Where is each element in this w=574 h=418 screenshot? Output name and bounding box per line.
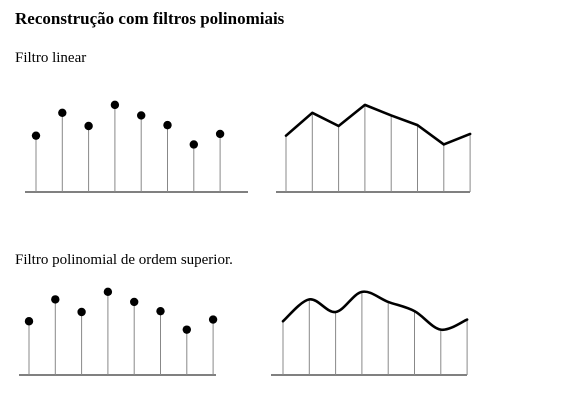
linear-sample-stems	[25, 100, 248, 193]
page-title: Reconstrução com filtros polinomiais	[15, 9, 285, 28]
sample-dot	[84, 121, 93, 131]
polynomial-filter-label: Filtro polinomial de ordem superior.	[15, 252, 233, 268]
sample-dot	[31, 131, 41, 140]
sample-dot	[156, 306, 165, 316]
polynomial-reconstruction-plot	[271, 290, 469, 376]
sample-dot	[163, 120, 172, 130]
linear-filter-label: Filtro linear	[15, 50, 87, 66]
sample-dot	[182, 325, 191, 334]
linear-filter-row	[25, 100, 472, 193]
sample-dot	[130, 297, 139, 307]
polynomial-filter-row	[19, 287, 469, 376]
sample-dot	[215, 129, 225, 139]
reconstruction-curve	[281, 290, 469, 331]
sample-dot	[77, 307, 86, 317]
sample-dot	[103, 287, 113, 297]
sample-dot	[51, 295, 60, 304]
sample-dot	[110, 100, 120, 110]
sample-dot	[189, 140, 198, 149]
sample-dot	[24, 317, 34, 326]
sample-dot	[137, 111, 146, 120]
polynomial-sample-stems	[19, 287, 218, 376]
sample-dot	[58, 108, 67, 118]
sample-dot	[208, 315, 218, 324]
reconstruction-curve	[284, 103, 472, 146]
linear-reconstruction-plot	[276, 103, 472, 193]
